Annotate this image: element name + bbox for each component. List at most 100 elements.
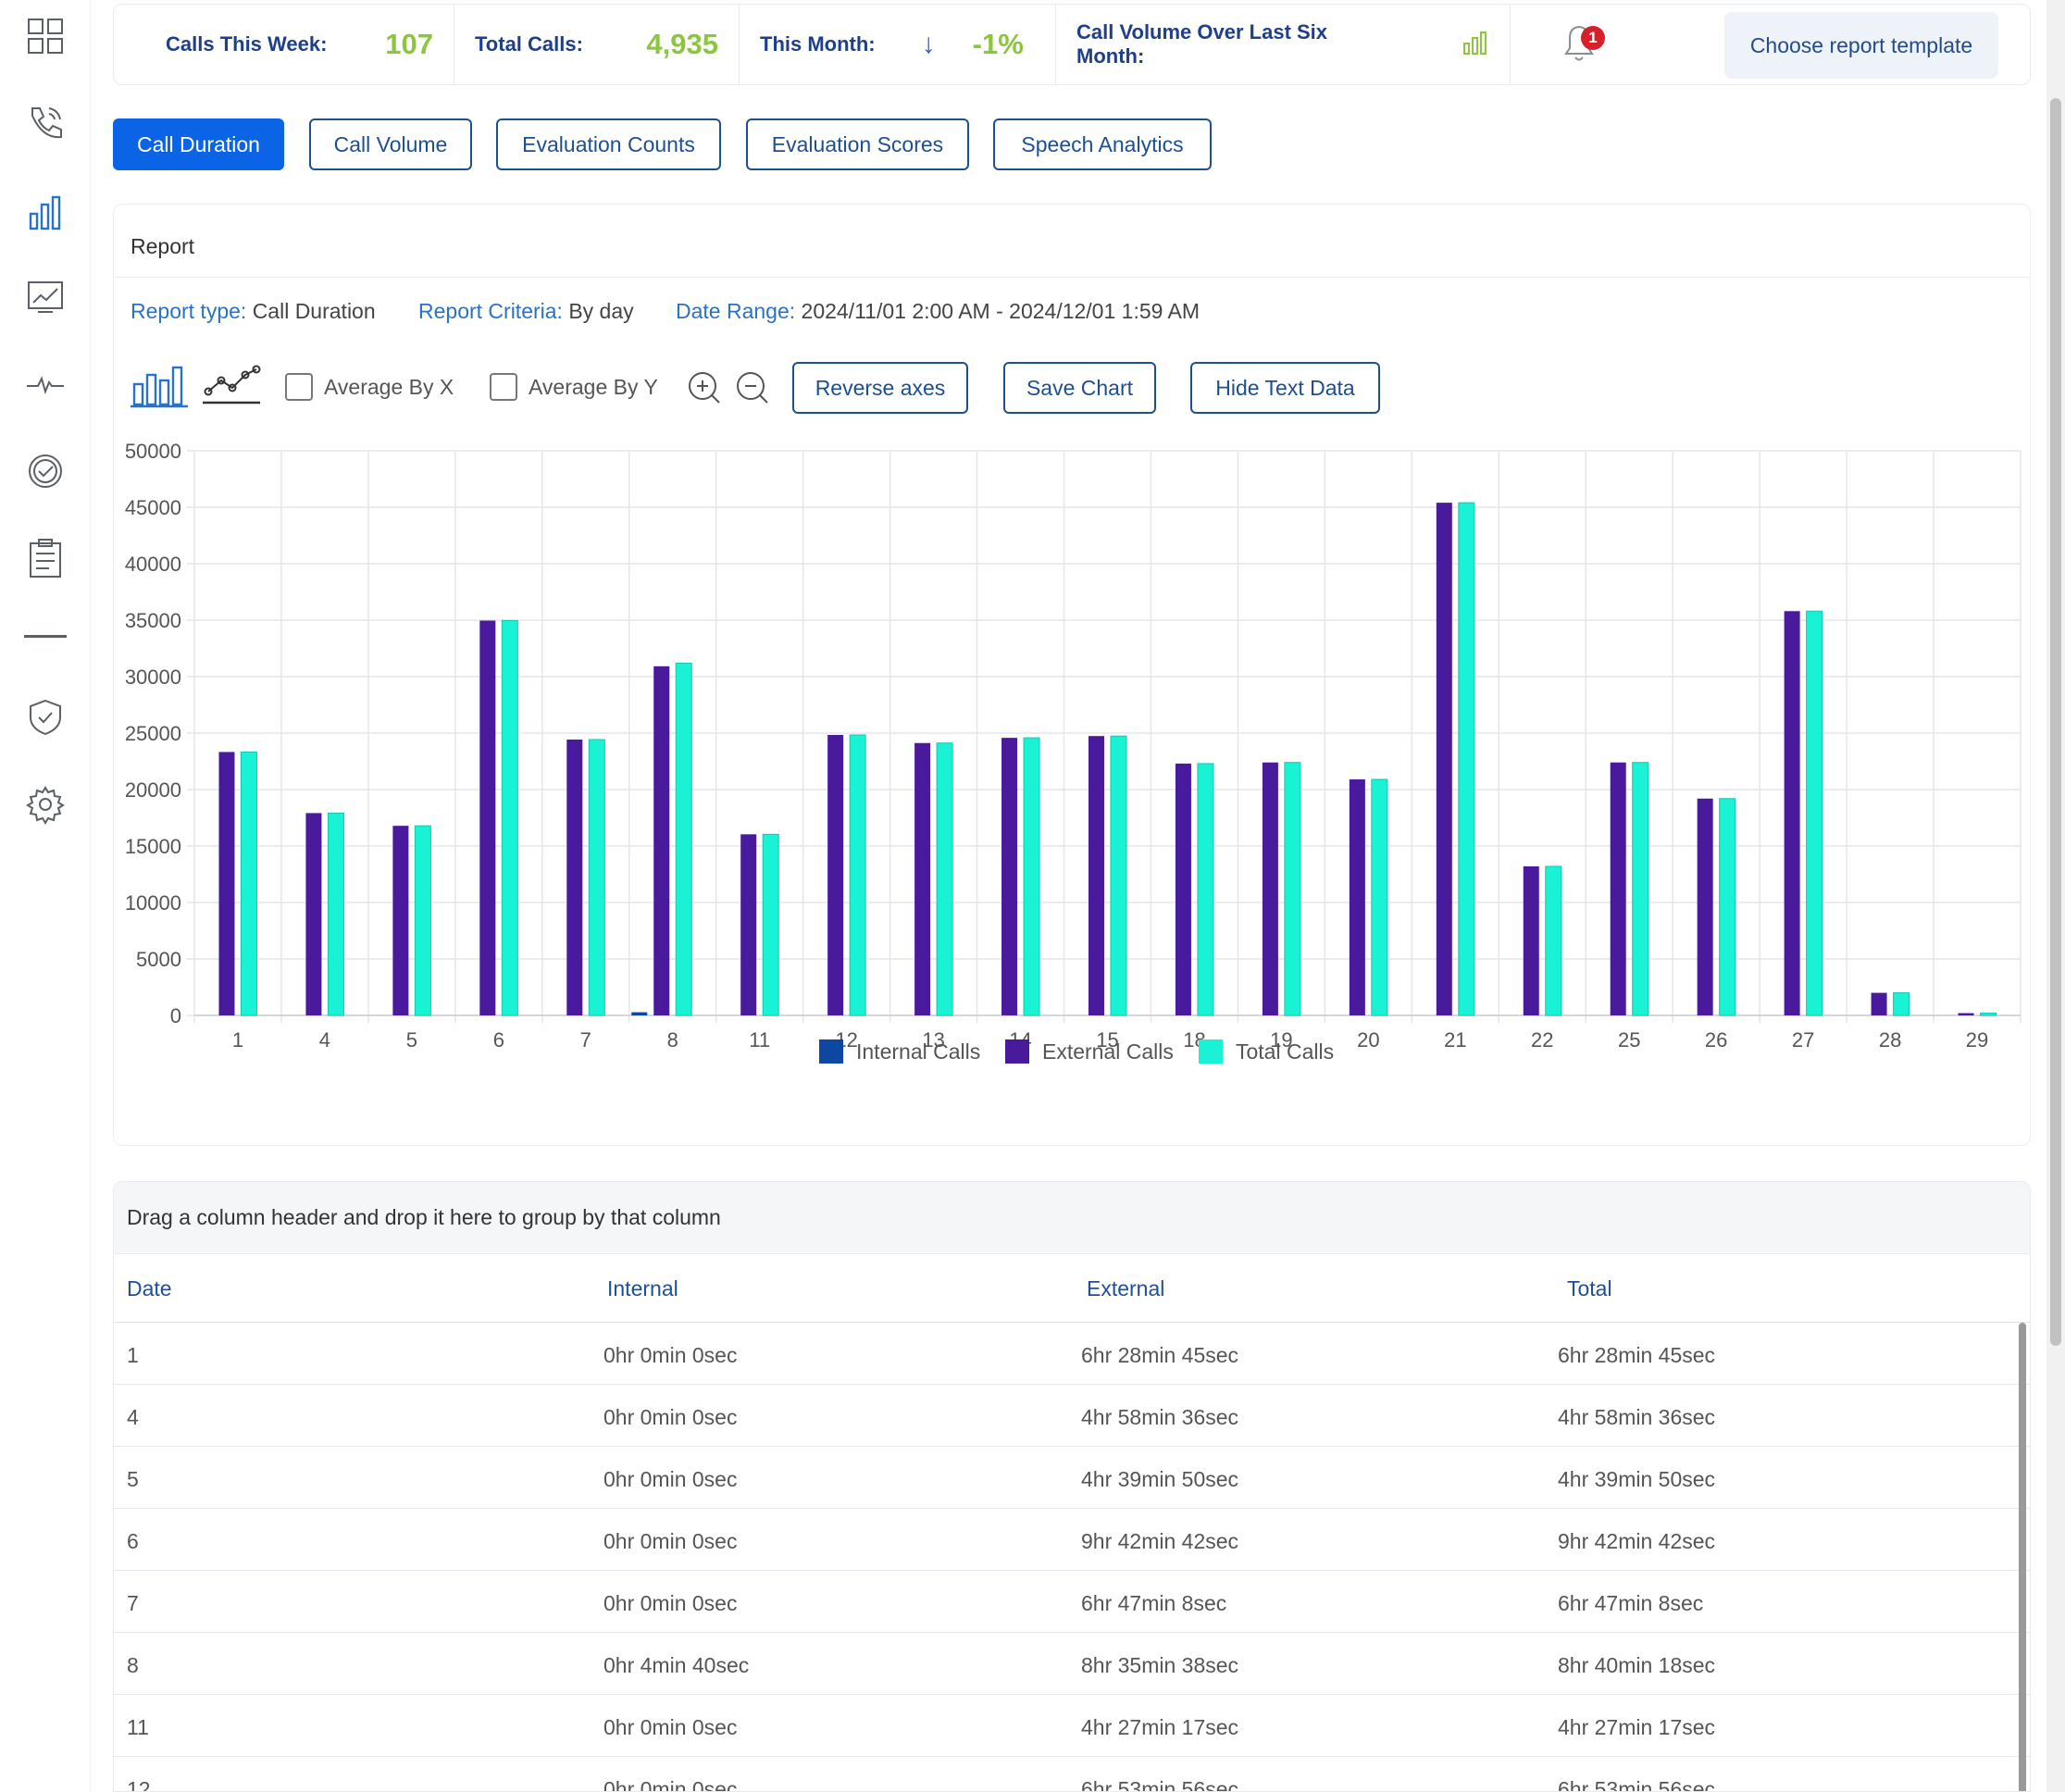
pulse-icon[interactable] — [22, 361, 68, 407]
bar-external-calls — [914, 742, 931, 1015]
legend-label: Total Calls — [1236, 1039, 1334, 1064]
x-tick-label: 15 — [1096, 1028, 1118, 1052]
x-tick-label: 20 — [1357, 1028, 1379, 1052]
column-header-date[interactable]: Date — [127, 1276, 172, 1300]
table-cell: 9hr 42min 42sec — [1081, 1529, 1239, 1553]
dashboard-icon[interactable] — [22, 13, 68, 59]
mini-bar-chart-icon[interactable] — [1462, 29, 1489, 61]
tab-evaluation-counts[interactable]: Evaluation Counts — [496, 118, 721, 170]
sidebar — [0, 0, 91, 1792]
table-row[interactable]: 8 0hr 4min 40sec 8hr 35min 38sec 8hr 40min … — [114, 1633, 2030, 1695]
date-range: Date Range: 2024/11/01 2:00 AM - 2024/12… — [676, 299, 1200, 324]
x-tick-label: 11 — [749, 1028, 770, 1052]
bar-external-calls — [1436, 503, 1452, 1015]
table-cell: 8hr 40min 18sec — [1558, 1653, 1716, 1677]
table-cell: 4hr 39min 50sec — [1558, 1467, 1716, 1491]
bar-total-calls — [327, 812, 344, 1016]
trend-chart-icon[interactable] — [22, 274, 68, 320]
clipboard-icon[interactable] — [22, 535, 68, 581]
column-header-total[interactable]: Total — [1567, 1276, 1612, 1300]
y-tick-label: 30000 — [125, 666, 181, 689]
reverse-axes-button[interactable]: Reverse axes — [792, 362, 968, 414]
x-tick-label: 5 — [406, 1028, 417, 1052]
zoom-out-icon[interactable] — [734, 369, 771, 411]
call-duration-chart: 0 5000 10000 15000 20000 25000 30000 35000 40000… — [125, 440, 2021, 1064]
x-tick-label: 7 — [580, 1028, 591, 1052]
y-tick-label: 25000 — [125, 722, 181, 745]
bar-external-calls — [1175, 763, 1191, 1015]
bar-chart-icon[interactable] — [22, 189, 68, 235]
page-scrollbar[interactable] — [2046, 0, 2065, 1792]
report-card: Report Report type: Call Duration Report… — [113, 204, 2031, 1146]
bar-total-calls — [936, 742, 953, 1016]
report-type-label: Report type: — [131, 299, 247, 323]
bar-external-calls — [1262, 762, 1278, 1015]
table-cell: 0hr 0min 0sec — [603, 1715, 738, 1739]
y-tick-label: 20000 — [125, 778, 181, 802]
table-cell: 0hr 0min 0sec — [603, 1777, 738, 1792]
data-grid: Drag a column header and drop it here to… — [113, 1181, 2031, 1792]
report-type-value: Call Duration — [252, 299, 376, 323]
table-row[interactable]: 4 0hr 0min 0sec 4hr 58min 36sec 4hr 58min 3… — [114, 1385, 2030, 1447]
column-header-external[interactable]: External — [1087, 1276, 1165, 1300]
bar-external-calls — [479, 620, 496, 1015]
y-tick-label: 40000 — [125, 553, 181, 576]
bar-total-calls — [414, 825, 431, 1016]
hide-text-data-button[interactable]: Hide Text Data — [1190, 362, 1380, 414]
bar-external-calls — [827, 735, 844, 1015]
choose-template-button[interactable]: Choose report template — [1724, 12, 1998, 79]
bar-total-calls — [1719, 798, 1736, 1016]
table-row[interactable]: 5 0hr 0min 0sec 4hr 39min 50sec 4hr 39min 5… — [114, 1447, 2030, 1509]
x-tick-label: 8 — [667, 1028, 678, 1052]
stats-bar: Calls This Week: 107 Total Calls: 4,935 … — [113, 4, 2031, 85]
zoom-in-icon[interactable] — [686, 369, 723, 411]
bar-total-calls — [1023, 737, 1040, 1016]
table-cell: 8hr 35min 38sec — [1081, 1653, 1239, 1677]
tab-speech-analytics[interactable]: Speech Analytics — [993, 118, 1212, 170]
x-tick-label: 1 — [232, 1028, 243, 1052]
bar-total-calls — [1980, 1013, 1997, 1016]
average-by-y-checkbox[interactable] — [490, 373, 517, 401]
save-chart-button[interactable]: Save Chart — [1003, 362, 1156, 414]
table-cell: 6hr 28min 45sec — [1081, 1343, 1239, 1367]
bar-total-calls — [501, 619, 518, 1016]
table-cell: 4 — [127, 1405, 139, 1429]
table-row[interactable]: 11 0hr 0min 0sec 4hr 27min 17sec 4hr 27min … — [114, 1695, 2030, 1757]
table-scrollbar[interactable] — [2019, 1323, 2026, 1791]
table-row[interactable]: 7 0hr 0min 0sec 6hr 47min 8sec 6hr 47min 8s… — [114, 1571, 2030, 1633]
table-row[interactable]: 6 0hr 0min 0sec 9hr 42min 42sec 9hr 42min 4… — [114, 1509, 2030, 1571]
check-circle-icon[interactable] — [22, 448, 68, 494]
bar-total-calls — [588, 739, 605, 1016]
report-criteria: Report Criteria: By day — [418, 299, 634, 324]
table-cell: 4hr 58min 36sec — [1558, 1405, 1716, 1429]
line-chart-type-icon[interactable] — [203, 362, 262, 413]
tab-call-volume[interactable]: Call Volume — [309, 118, 472, 170]
phone-icon[interactable] — [22, 100, 68, 146]
tab-evaluation-scores[interactable]: Evaluation Scores — [746, 118, 969, 170]
x-tick-label: 6 — [493, 1028, 504, 1052]
table-row[interactable]: 12 0hr 0min 0sec 6hr 53min 56sec 6hr 53min … — [114, 1757, 2030, 1792]
table-cell: 4hr 27min 17sec — [1081, 1715, 1239, 1739]
column-header-internal[interactable]: Internal — [607, 1276, 678, 1300]
total-calls-label: Total Calls: — [475, 32, 583, 56]
stat-calls-week: Calls This Week: 107 — [114, 4, 454, 85]
page-scrollbar-thumb[interactable] — [2050, 98, 2061, 1346]
notifications[interactable]: 1 — [1511, 4, 1648, 85]
table-cell: 6hr 53min 56sec — [1081, 1777, 1239, 1792]
bar-internal-calls — [631, 1012, 648, 1015]
table-cell: 6hr 28min 45sec — [1558, 1343, 1716, 1367]
x-tick-label: 26 — [1705, 1028, 1727, 1052]
group-by-panel[interactable]: Drag a column header and drop it here to… — [114, 1182, 2030, 1254]
shield-icon[interactable] — [22, 694, 68, 740]
average-by-x-checkbox[interactable] — [285, 373, 313, 401]
average-by-x-label: Average By X — [324, 375, 454, 399]
table-row[interactable]: 1 0hr 0min 0sec 6hr 28min 45sec 6hr 28min 4… — [114, 1323, 2030, 1385]
table-cell: 0hr 4min 40sec — [603, 1653, 750, 1677]
x-tick-label: 28 — [1879, 1028, 1901, 1052]
tab-call-duration[interactable]: Call Duration — [113, 118, 284, 170]
gear-icon[interactable] — [22, 781, 68, 828]
report-type: Report type: Call Duration — [131, 299, 376, 324]
bar-total-calls — [1632, 762, 1649, 1016]
stat-total-calls: Total Calls: 4,935 — [454, 4, 740, 85]
bar-chart-type-icon[interactable] — [131, 362, 188, 413]
